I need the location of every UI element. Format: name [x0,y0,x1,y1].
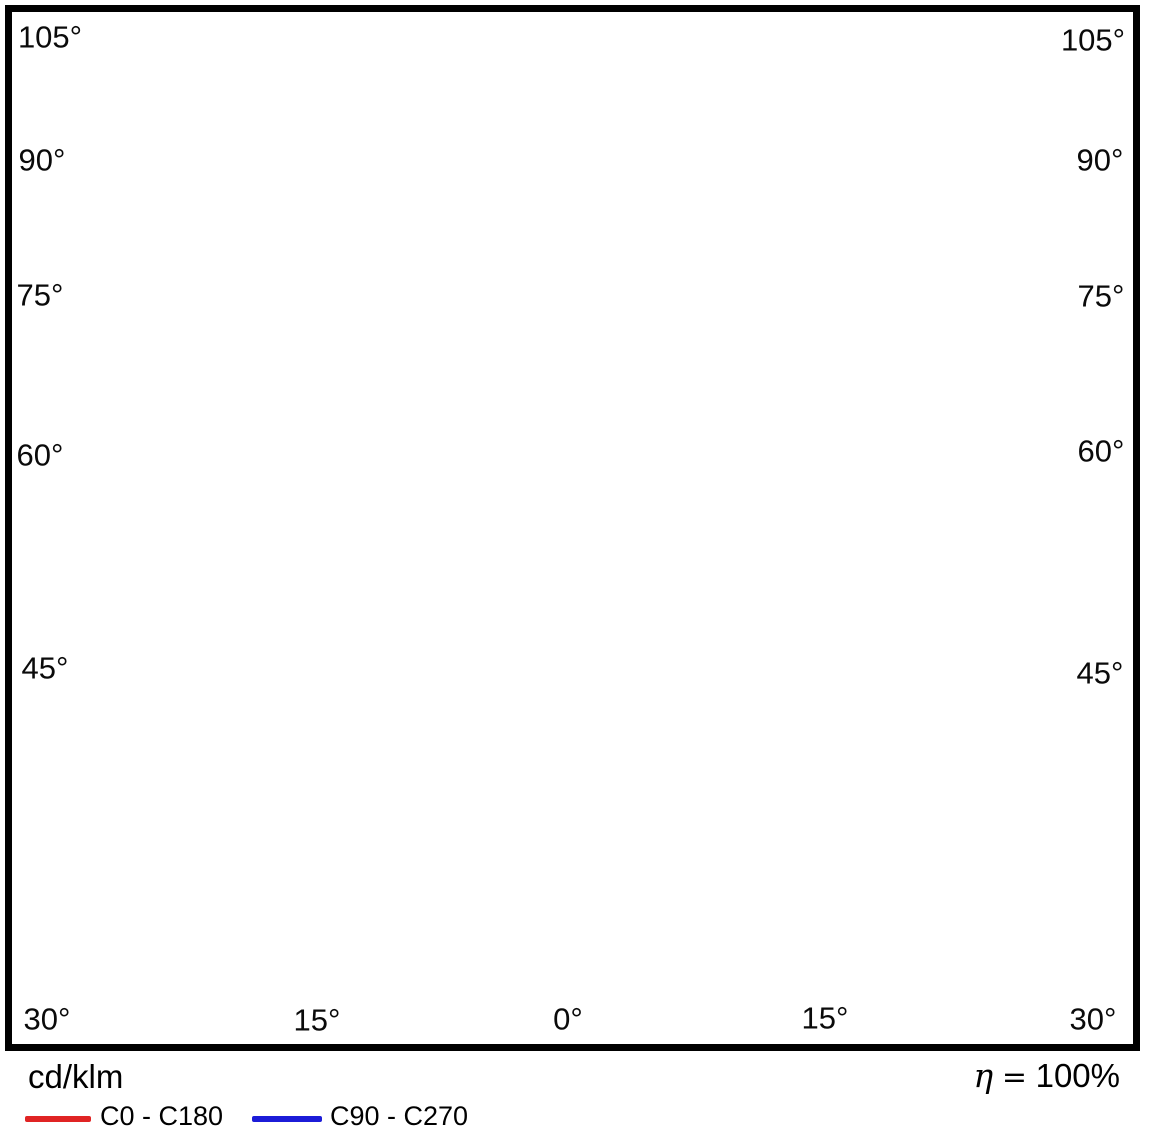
grid-radial [0,0,401,115]
ring-value-gap [545,497,597,539]
angle-label-right-60: 60° [1074,435,1128,469]
grid-radial [724,249,1164,786]
angle-label-bottom-30: 30° [20,1003,74,1037]
angle-label-right-105: 105° [1057,24,1129,58]
angle-label-right-75: 75° [1074,280,1128,314]
angle-label-right-45: 45° [1073,657,1127,691]
angle-label-left-60: 60° [13,439,67,473]
angle-label-bottom-0: 0° [550,1003,586,1037]
polar-chart [0,0,1164,1056]
efficiency-readout: η = 100% [973,1056,1120,1095]
ring-value-gap [545,849,597,889]
eta-value: 100% [1035,1057,1120,1094]
unit-label: cd/klm [28,1058,124,1095]
eta-symbol: η [973,1056,994,1095]
grid-radial [0,249,418,786]
grid-ring [395,0,748,338]
angle-label-left-75: 75° [13,279,67,313]
angle-label-bottom-30: 30° [1066,1003,1120,1037]
grid-radial [0,314,483,1056]
angle-label-left-105: 105° [14,21,86,55]
legend-swatch-c90-c270 [252,1116,322,1122]
angle-label-left-90: 90° [15,144,69,178]
ring-value-gap [545,672,597,715]
legend-label-c0-c180: C0 - C180 [100,1101,224,1131]
polar-grid [0,0,1164,1056]
grid-radial [617,331,895,1056]
grid-ring [218,0,924,514]
chart-legend: C0 - C180 C90 - C270 [0,1100,1164,1140]
grid-radial [247,331,525,1056]
curve-c0-c180 [277,163,862,816]
angle-label-bottom-15: 15° [798,1002,852,1036]
grid-ring [0,0,1164,867]
angle-label-bottom-15: 15° [290,1004,344,1038]
eta-operator: = [1001,1060,1027,1095]
angle-label-left-45: 45° [18,652,72,686]
legend-swatch-c0-c180 [25,1116,91,1122]
grid-ring [0,0,1164,1044]
grid-ring [42,0,1101,691]
chart-border [5,5,1140,1051]
legend-label-c90-c270: C90 - C270 [330,1101,469,1131]
curve-c90-c270 [279,161,864,814]
angle-label-right-90: 90° [1073,144,1127,178]
